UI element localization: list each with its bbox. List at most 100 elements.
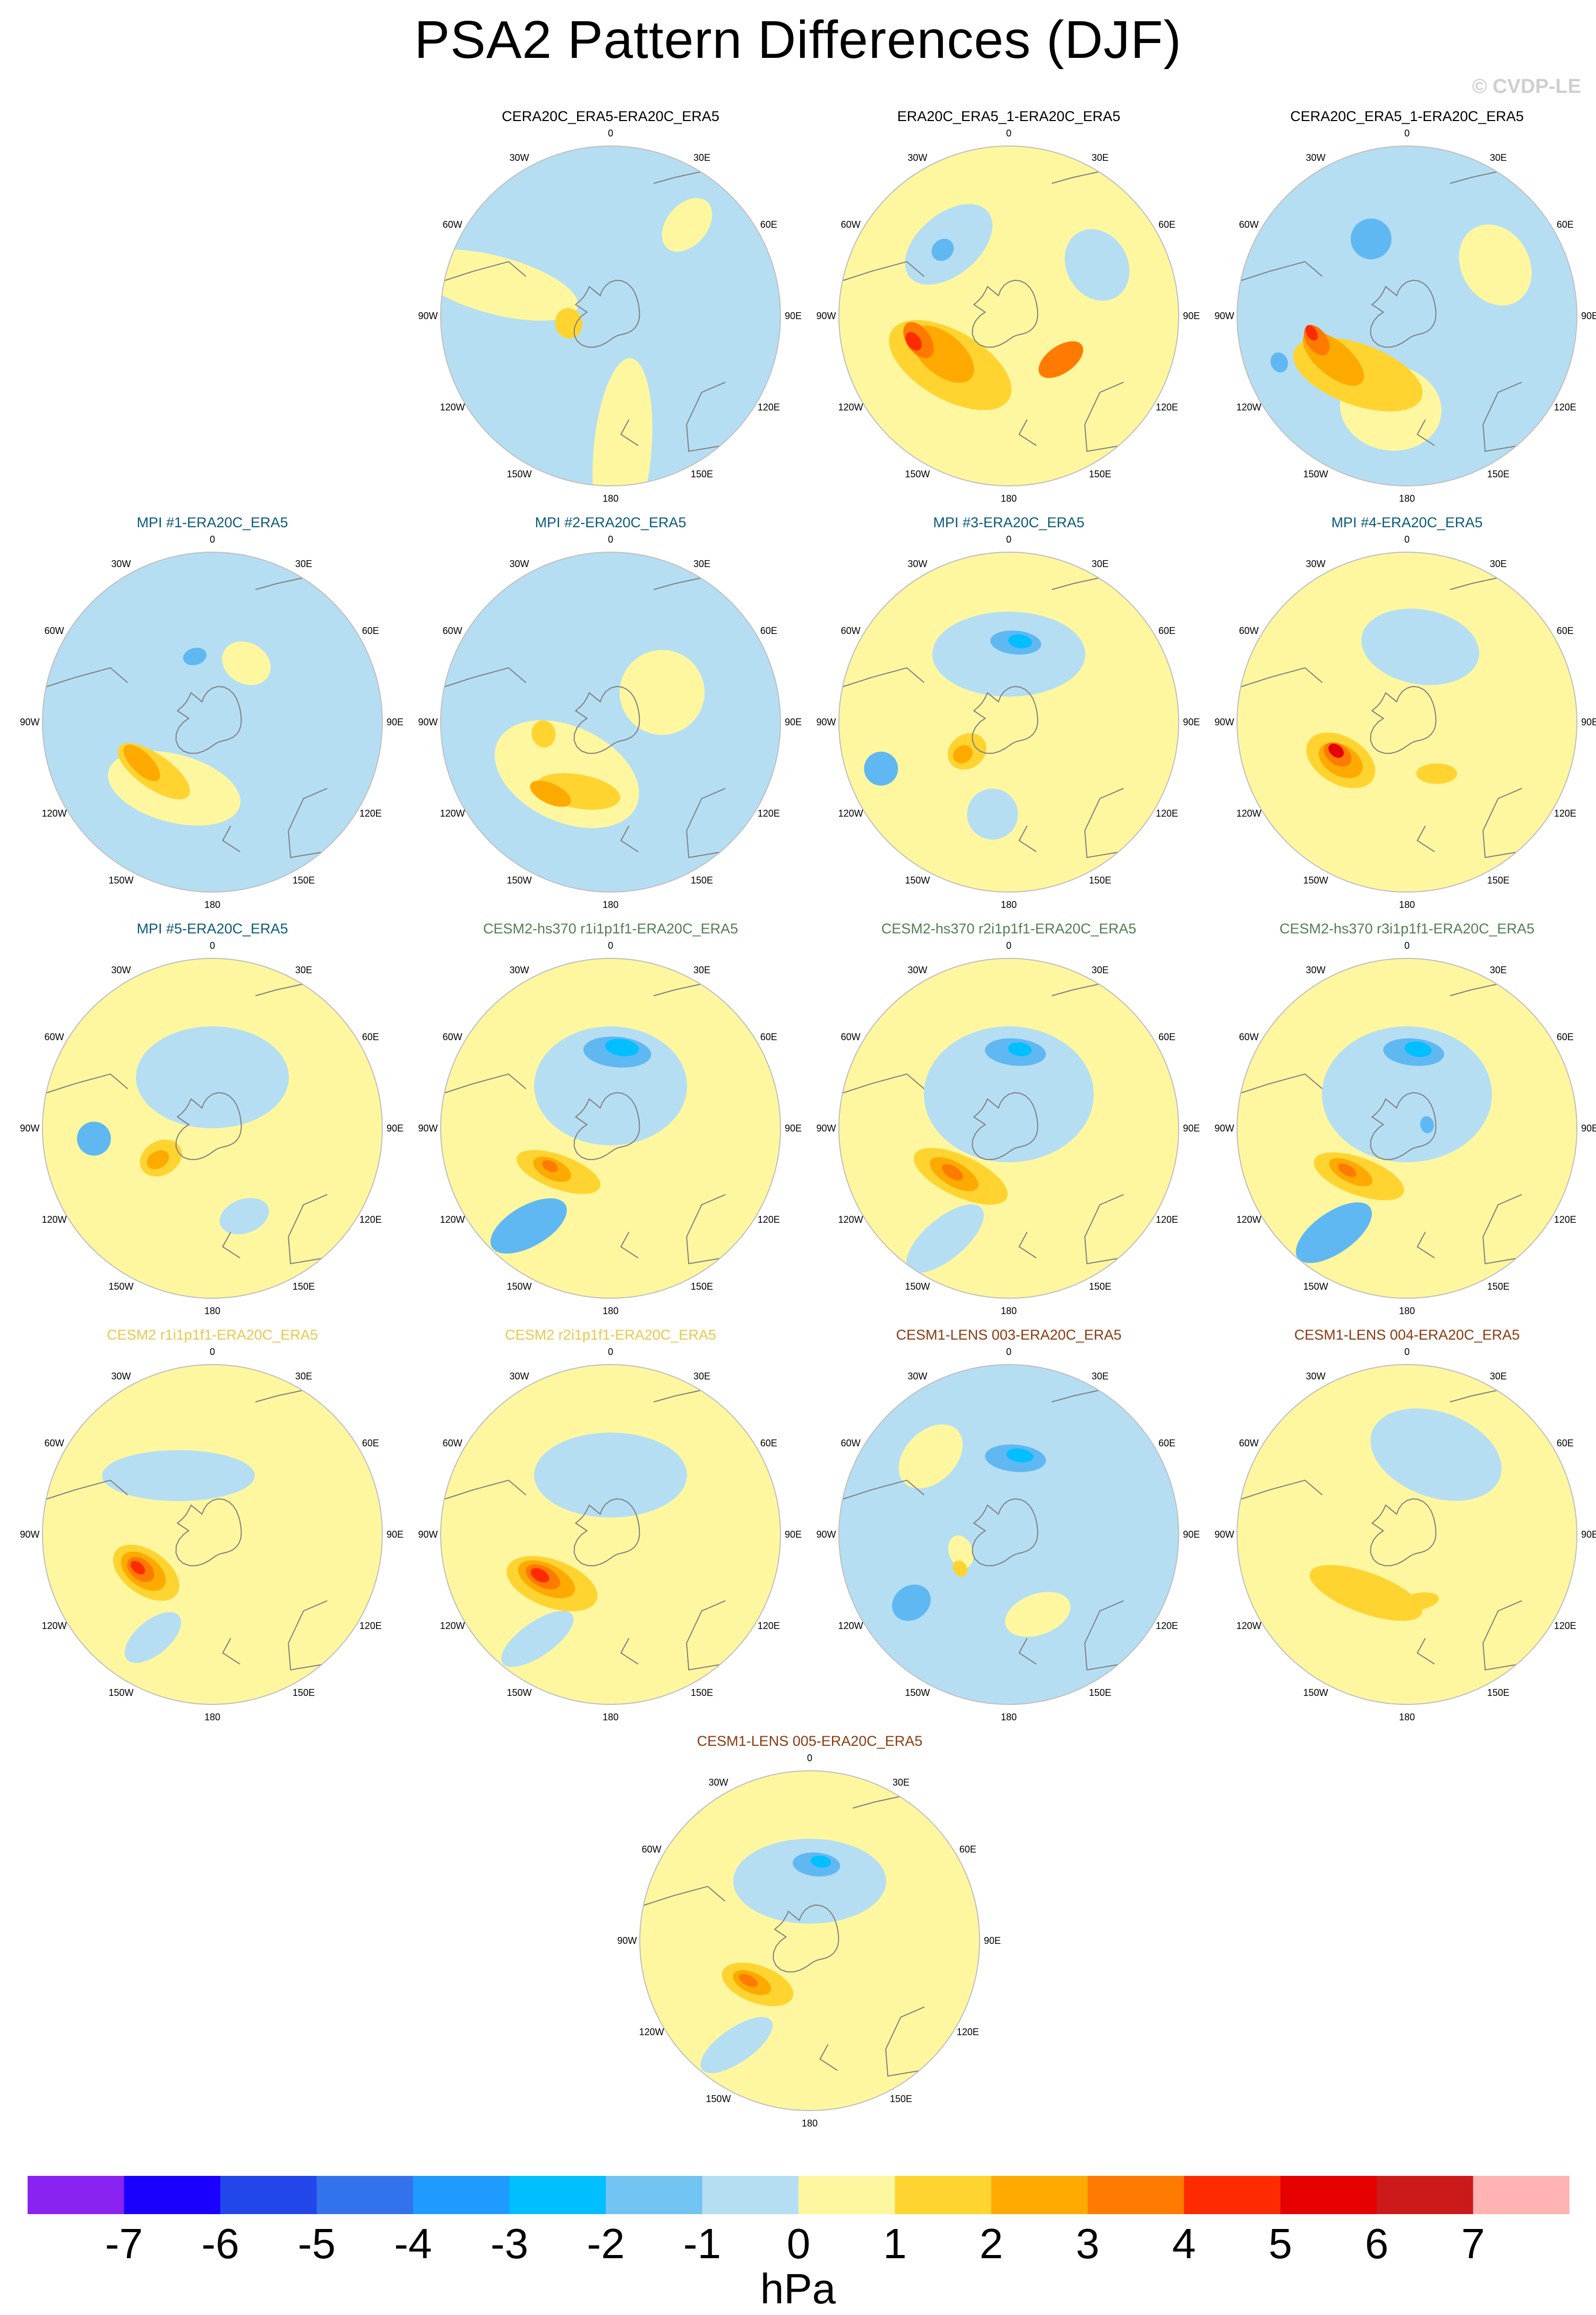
longitude-label: 150W [905,1687,930,1698]
colorbar-swatch [1280,2176,1377,2214]
longitude-label: 150W [1303,469,1328,479]
longitude-label: 90E [1581,311,1596,321]
longitude-label: 180 [1399,493,1415,504]
longitude-label: 30E [1490,965,1507,975]
anomaly-contour-gold [555,308,582,339]
anomaly-contour-light_blue [700,2017,773,2073]
antarctica-coastline [175,1092,242,1160]
longitude-label: 30E [693,1371,710,1382]
map-background [640,1771,980,2111]
panel-title: CERA20C_ERA5-ERA20C_ERA5 [502,108,719,124]
longitude-label: 30W [907,152,927,163]
polar-map: 0 30E 60E 90E 120E 150E 180 150W 120W 90W 60W 30W [20,534,404,910]
panel-title: CESM2 r1i1p1f1-ERA20C_ERA5 [107,1327,318,1343]
continent-coastline [1417,1637,1435,1665]
longitude-label: 180 [603,1306,619,1316]
longitude-label: 0 [608,128,613,139]
longitude-label: 150W [507,1687,531,1698]
longitude-label: 0 [807,1753,812,1763]
colorbar-swatch [702,2176,799,2214]
polar-map: 0 30E 60E 90E 120E 150E 180 150W 120W 90W 60W 30W [816,940,1200,1316]
longitude-label: 60E [760,1032,777,1042]
longitude-label: 180 [603,493,619,504]
longitude-label: 90W [418,1123,437,1134]
map-panel-cera20c_1: CERA20C_ERA5_1-ERA20C_ERA5 0 30E 60E 90E 120E… [1211,101,1596,504]
map-panel-cesm2_hs370_r1: CESM2-hs370 r1i1p1f1-ERA20C_ERA5 0 30E 60E 9… [414,913,807,1317]
anomaly-contour-yellow [592,358,653,486]
anomaly-contour-cyan [810,1855,831,1868]
longitude-label: 60E [1159,1438,1175,1448]
anomaly-contour-yellow [1005,1592,1071,1637]
map-field [839,146,1179,486]
map-panel-cesm1_005: CESM1-LENS 005-ERA20C_ERA5 0 30E 60E 90E 120E… [613,1726,1006,2129]
continent-coastline [444,1479,527,1500]
antarctica-coastline [1370,1092,1437,1160]
colorbar-swatch [509,2176,606,2214]
anomaly-contour-blue1 [1351,218,1392,260]
longitude-label: 60E [760,625,777,636]
map-rim [1237,552,1577,893]
longitude-label: 0 [608,534,613,545]
polar-map: 0 30E 60E 90E 120E 150E 180 150W 120W 90W 60W 30W [418,128,802,504]
map-rim [440,1364,781,1705]
continent-coastline [653,577,701,590]
longitude-label: 120E [359,808,382,819]
continent-coastline [620,1231,639,1258]
map-field [1237,552,1577,892]
longitude-label: 30W [111,559,131,569]
longitude-label: 60E [959,1844,976,1855]
colorbar-tick-label: -7 [105,2220,143,2267]
longitude-label: 150E [293,875,315,886]
longitude-label: 120E [1156,1620,1178,1631]
colorbar-swatches [28,2176,1569,2214]
longitude-label: 120E [1156,1214,1178,1225]
continent-coastline [288,1600,328,1671]
longitude-label: 150W [706,2094,731,2104]
panel-title: CESM1-LENS 003-ERA20C_ERA5 [896,1327,1122,1343]
longitude-label: 120E [1554,808,1576,819]
map-panel-mpi3: MPI #3-ERA20C_ERA5 0 30E 60E 90E 120E 150E 180 1… [812,507,1205,911]
longitude-label: 0 [210,1347,215,1357]
longitude-label: 150W [108,1281,133,1292]
longitude-label: 60W [841,219,861,230]
longitude-label: 60W [841,1032,861,1042]
panel-title: CESM2-hs370 r1i1p1f1-ERA20C_ERA5 [483,921,739,937]
anomaly-contour-light_blue [136,1026,289,1128]
longitude-label: 60E [362,1438,379,1448]
continent-coastline [1240,1479,1323,1500]
colorbar-tick-label: 0 [786,2220,811,2267]
panel-title: CERA20C_ERA5_1-ERA20C_ERA5 [1290,108,1524,124]
continent-coastline [686,787,726,859]
continent-coastline [653,1390,701,1403]
antarctica-coastline [573,1092,640,1160]
colorbar-swatch [1473,2176,1569,2214]
longitude-label: 120E [1554,1214,1576,1225]
continent-coastline [1018,419,1037,446]
longitude-label: 90E [387,1123,404,1134]
longitude-label: 60W [443,1032,462,1042]
map-field [42,958,382,1298]
longitude-label: 150E [1089,469,1111,479]
longitude-label: 150E [1089,1281,1111,1292]
longitude-label: 150W [108,875,133,886]
longitude-label: 30E [693,152,710,163]
longitude-label: 180 [204,1306,220,1316]
longitude-label: 0 [1404,1347,1410,1357]
longitude-label: 90E [1183,1123,1200,1134]
anomaly-contour-blue1 [892,1584,931,1621]
colorbar-swatch [1087,2176,1185,2214]
continent-coastline [620,1637,639,1665]
anomaly-contour-light_blue [124,1612,182,1663]
map-field [42,1365,382,1704]
longitude-label: 120W [440,808,465,819]
anomaly-contour-red1 [1305,325,1318,341]
longitude-label: 90E [785,717,802,727]
longitude-label: 120E [359,1214,382,1225]
longitude-label: 90W [617,1935,637,1946]
continent-coastline [1051,171,1099,184]
longitude-label: 30W [509,152,529,163]
longitude-label: 90W [816,311,836,321]
antarctica-coastline [972,279,1039,348]
longitude-label: 120E [359,1620,382,1631]
continent-coastline [1449,983,1497,997]
